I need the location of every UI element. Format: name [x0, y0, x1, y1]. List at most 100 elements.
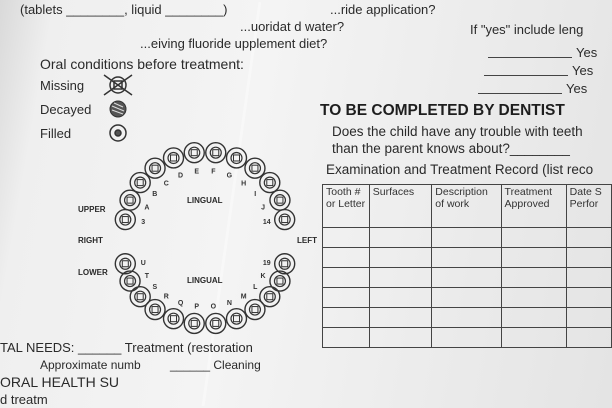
tooth[interactable]	[162, 307, 185, 330]
tooth-label: C	[164, 180, 169, 187]
left-label: LEFT	[297, 236, 317, 245]
lower-label: LOWER	[78, 268, 108, 277]
tooth-label: 3	[141, 219, 145, 226]
table-cell[interactable]	[500, 287, 567, 308]
table-cell[interactable]	[431, 267, 502, 288]
tooth-label: H	[241, 180, 246, 187]
table-cell[interactable]	[322, 267, 370, 288]
table-cell[interactable]	[368, 287, 433, 308]
tooth-label: D	[178, 173, 183, 180]
table-cell[interactable]	[431, 247, 502, 268]
upper-label: UPPER	[78, 205, 106, 214]
table-cell[interactable]	[431, 307, 502, 328]
tooth-label: Q	[178, 300, 184, 307]
tooth[interactable]	[273, 253, 296, 275]
tooth[interactable]	[144, 157, 166, 179]
table-row	[322, 327, 612, 348]
trouble-question-line2: than the parent knows about?________	[332, 141, 570, 156]
header-tooth: Tooth # or Letter	[322, 184, 370, 228]
table-cell[interactable]	[565, 227, 612, 248]
tooth[interactable]	[225, 147, 248, 169]
tooth-label: U	[141, 260, 146, 267]
table-cell[interactable]	[500, 227, 567, 248]
tooth[interactable]	[259, 286, 281, 308]
table-cell[interactable]	[368, 247, 433, 268]
tooth[interactable]	[129, 171, 151, 194]
yes-blank-2[interactable]	[484, 75, 568, 76]
table-cell[interactable]	[431, 327, 502, 348]
table-cell[interactable]	[322, 227, 370, 248]
yes-blank-3[interactable]	[478, 93, 562, 94]
dentist-section-title: TO BE COMPLETED BY DENTIST	[320, 102, 565, 119]
tooth-label: F	[211, 169, 216, 176]
table-cell[interactable]	[368, 307, 433, 328]
yes-option-2: Yes	[572, 63, 594, 78]
table-cell[interactable]	[322, 327, 370, 348]
table-cell[interactable]	[322, 287, 370, 308]
table-cell[interactable]	[431, 287, 502, 308]
header-date-performed: Date S Perfor	[565, 184, 612, 228]
tooth[interactable]	[244, 157, 266, 179]
table-cell[interactable]	[368, 327, 433, 348]
right-label: RIGHT	[78, 236, 103, 245]
lingual-upper-label: LINGUAL	[187, 196, 223, 205]
table-cell[interactable]	[565, 267, 612, 288]
table-cell[interactable]	[500, 327, 567, 348]
table-cell[interactable]	[368, 267, 433, 288]
table-cell[interactable]	[565, 247, 612, 268]
tooth-label: S	[152, 284, 157, 291]
table-cell[interactable]	[368, 227, 433, 248]
tooth[interactable]	[119, 189, 141, 211]
table-header-row: Tooth # or Letter Surfaces Description o…	[322, 184, 612, 228]
header-treatment-approved: Treatment Approved	[500, 184, 567, 228]
fluoride-application-question: ...ride application?	[330, 2, 436, 17]
tooth-label: M	[241, 293, 247, 300]
table-cell[interactable]	[565, 287, 612, 308]
tooth[interactable]	[205, 141, 227, 164]
table-row	[322, 267, 612, 288]
tooth-label: P	[194, 304, 199, 311]
tooth[interactable]	[225, 307, 248, 330]
table-cell[interactable]	[500, 247, 567, 268]
trouble-question-line1: Does the child have any trouble with tee…	[332, 124, 583, 139]
tooth[interactable]	[183, 141, 205, 164]
table-cell[interactable]	[565, 307, 612, 328]
tooth-label: K	[261, 273, 266, 280]
tooth[interactable]	[183, 312, 205, 335]
decayed-tooth-icon	[109, 100, 127, 118]
tooth[interactable]	[259, 171, 281, 194]
tooth[interactable]	[114, 208, 137, 231]
tooth[interactable]	[144, 298, 166, 321]
table-cell[interactable]	[322, 247, 370, 268]
table-row	[322, 227, 612, 248]
tooth[interactable]	[244, 298, 266, 321]
table-cell[interactable]	[500, 267, 567, 288]
tooth[interactable]	[273, 208, 296, 231]
yes-blank-1[interactable]	[488, 57, 572, 58]
header-description: Description of work	[431, 184, 502, 228]
tooth[interactable]	[119, 270, 141, 292]
tooth[interactable]	[205, 312, 227, 335]
approximate-line: Approximate numb	[40, 358, 141, 372]
legend-missing-label: Missing	[40, 78, 85, 93]
tooth[interactable]	[129, 286, 151, 308]
tooth[interactable]	[114, 253, 137, 275]
tooth[interactable]	[162, 147, 185, 169]
tooth-label: G	[227, 173, 233, 180]
table-cell[interactable]	[565, 327, 612, 348]
tooth[interactable]	[269, 270, 291, 292]
table-cell[interactable]	[500, 307, 567, 328]
table-cell[interactable]	[431, 227, 502, 248]
cleaning-line: ______ Cleaning	[170, 358, 261, 372]
tooth-label: L	[253, 284, 258, 291]
exam-record-label: Examination and Treatment Record (list r…	[326, 162, 594, 177]
header-surfaces: Surfaces	[368, 184, 433, 228]
table-cell[interactable]	[322, 307, 370, 328]
tooth-label: I	[254, 191, 256, 198]
legend-filled-label: Filled	[40, 126, 72, 141]
treatment-record-table: Tooth # or Letter Surfaces Description o…	[322, 184, 612, 348]
tooth[interactable]	[269, 189, 291, 211]
tooth-label: J	[261, 204, 265, 211]
tooth-label: N	[227, 300, 232, 307]
